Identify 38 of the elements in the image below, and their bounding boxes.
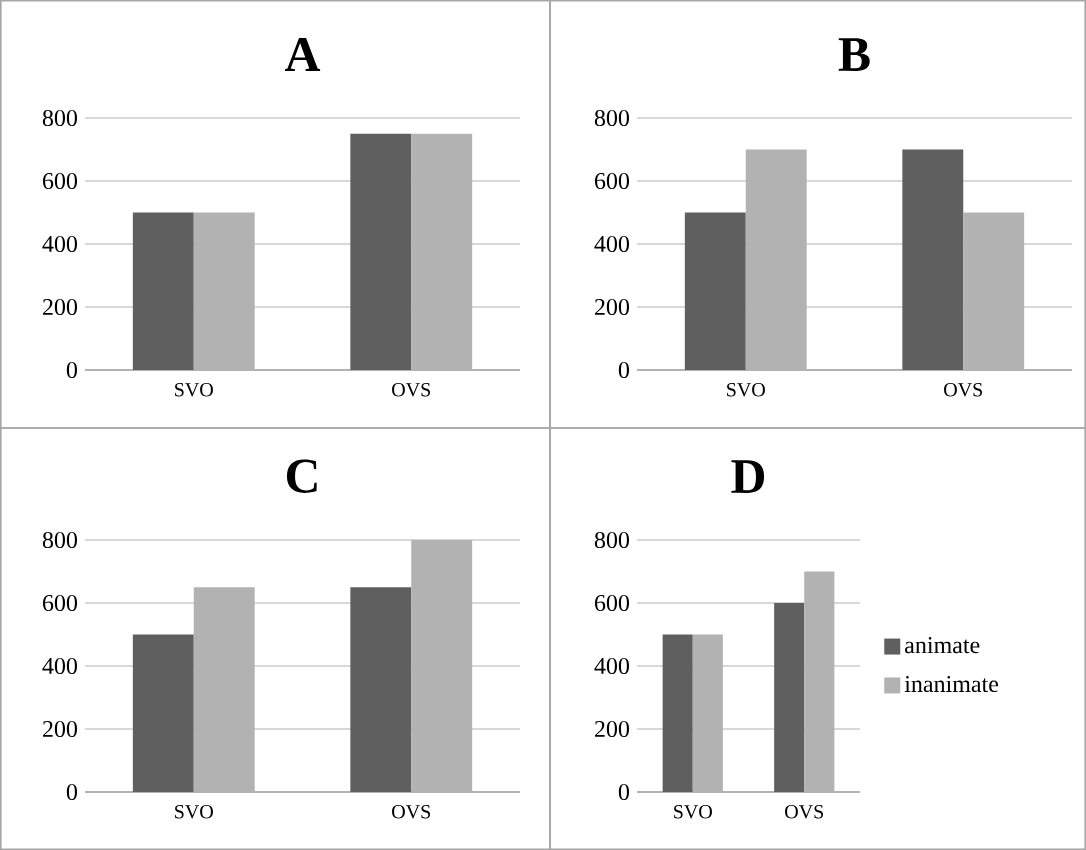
y-tick-label: 400 (42, 235, 78, 253)
y-tick-label: 600 (594, 594, 630, 612)
y-tick-label: 400 (594, 235, 630, 253)
y-tick-label: 600 (42, 172, 78, 190)
y-tick-label: 0 (66, 783, 78, 801)
y-tick-label: 600 (594, 172, 630, 190)
x-tick-label: SVO (727, 383, 765, 397)
chart-title: D (731, 460, 765, 493)
y-tick-label: 400 (42, 657, 78, 675)
y-tick-label: 400 (594, 657, 630, 675)
x-tick-label: SVO (175, 383, 213, 397)
bar (132, 634, 194, 792)
x-tick-label: OVS (392, 383, 431, 397)
y-tick-label: 200 (595, 298, 630, 316)
bar (350, 587, 412, 792)
x-tick-label: SVO (175, 805, 213, 819)
chart-title: C (286, 459, 317, 493)
y-tick-label: 600 (42, 594, 78, 612)
y-tick-label: 200 (595, 720, 630, 738)
x-tick-label: OVS (785, 805, 824, 819)
bar (662, 634, 693, 792)
y-tick-label: 0 (618, 783, 630, 801)
chart-title: A (285, 38, 321, 71)
y-tick-label: 0 (66, 361, 78, 379)
y-tick-label: 200 (43, 720, 78, 738)
legend-label: inanimate (904, 675, 999, 693)
y-tick-label: 0 (618, 361, 630, 379)
x-tick-label: SVO (674, 805, 712, 819)
y-tick-label: 800 (42, 109, 78, 127)
y-tick-label: 200 (43, 298, 78, 316)
chart-title: B (838, 38, 870, 71)
x-tick-label: OVS (392, 805, 431, 819)
legend-label: animate (905, 637, 980, 654)
y-tick-label: 800 (42, 531, 78, 549)
bar (774, 603, 805, 792)
y-tick-label: 800 (594, 531, 630, 549)
x-tick-label: OVS (944, 383, 983, 397)
y-tick-label: 800 (594, 109, 630, 127)
